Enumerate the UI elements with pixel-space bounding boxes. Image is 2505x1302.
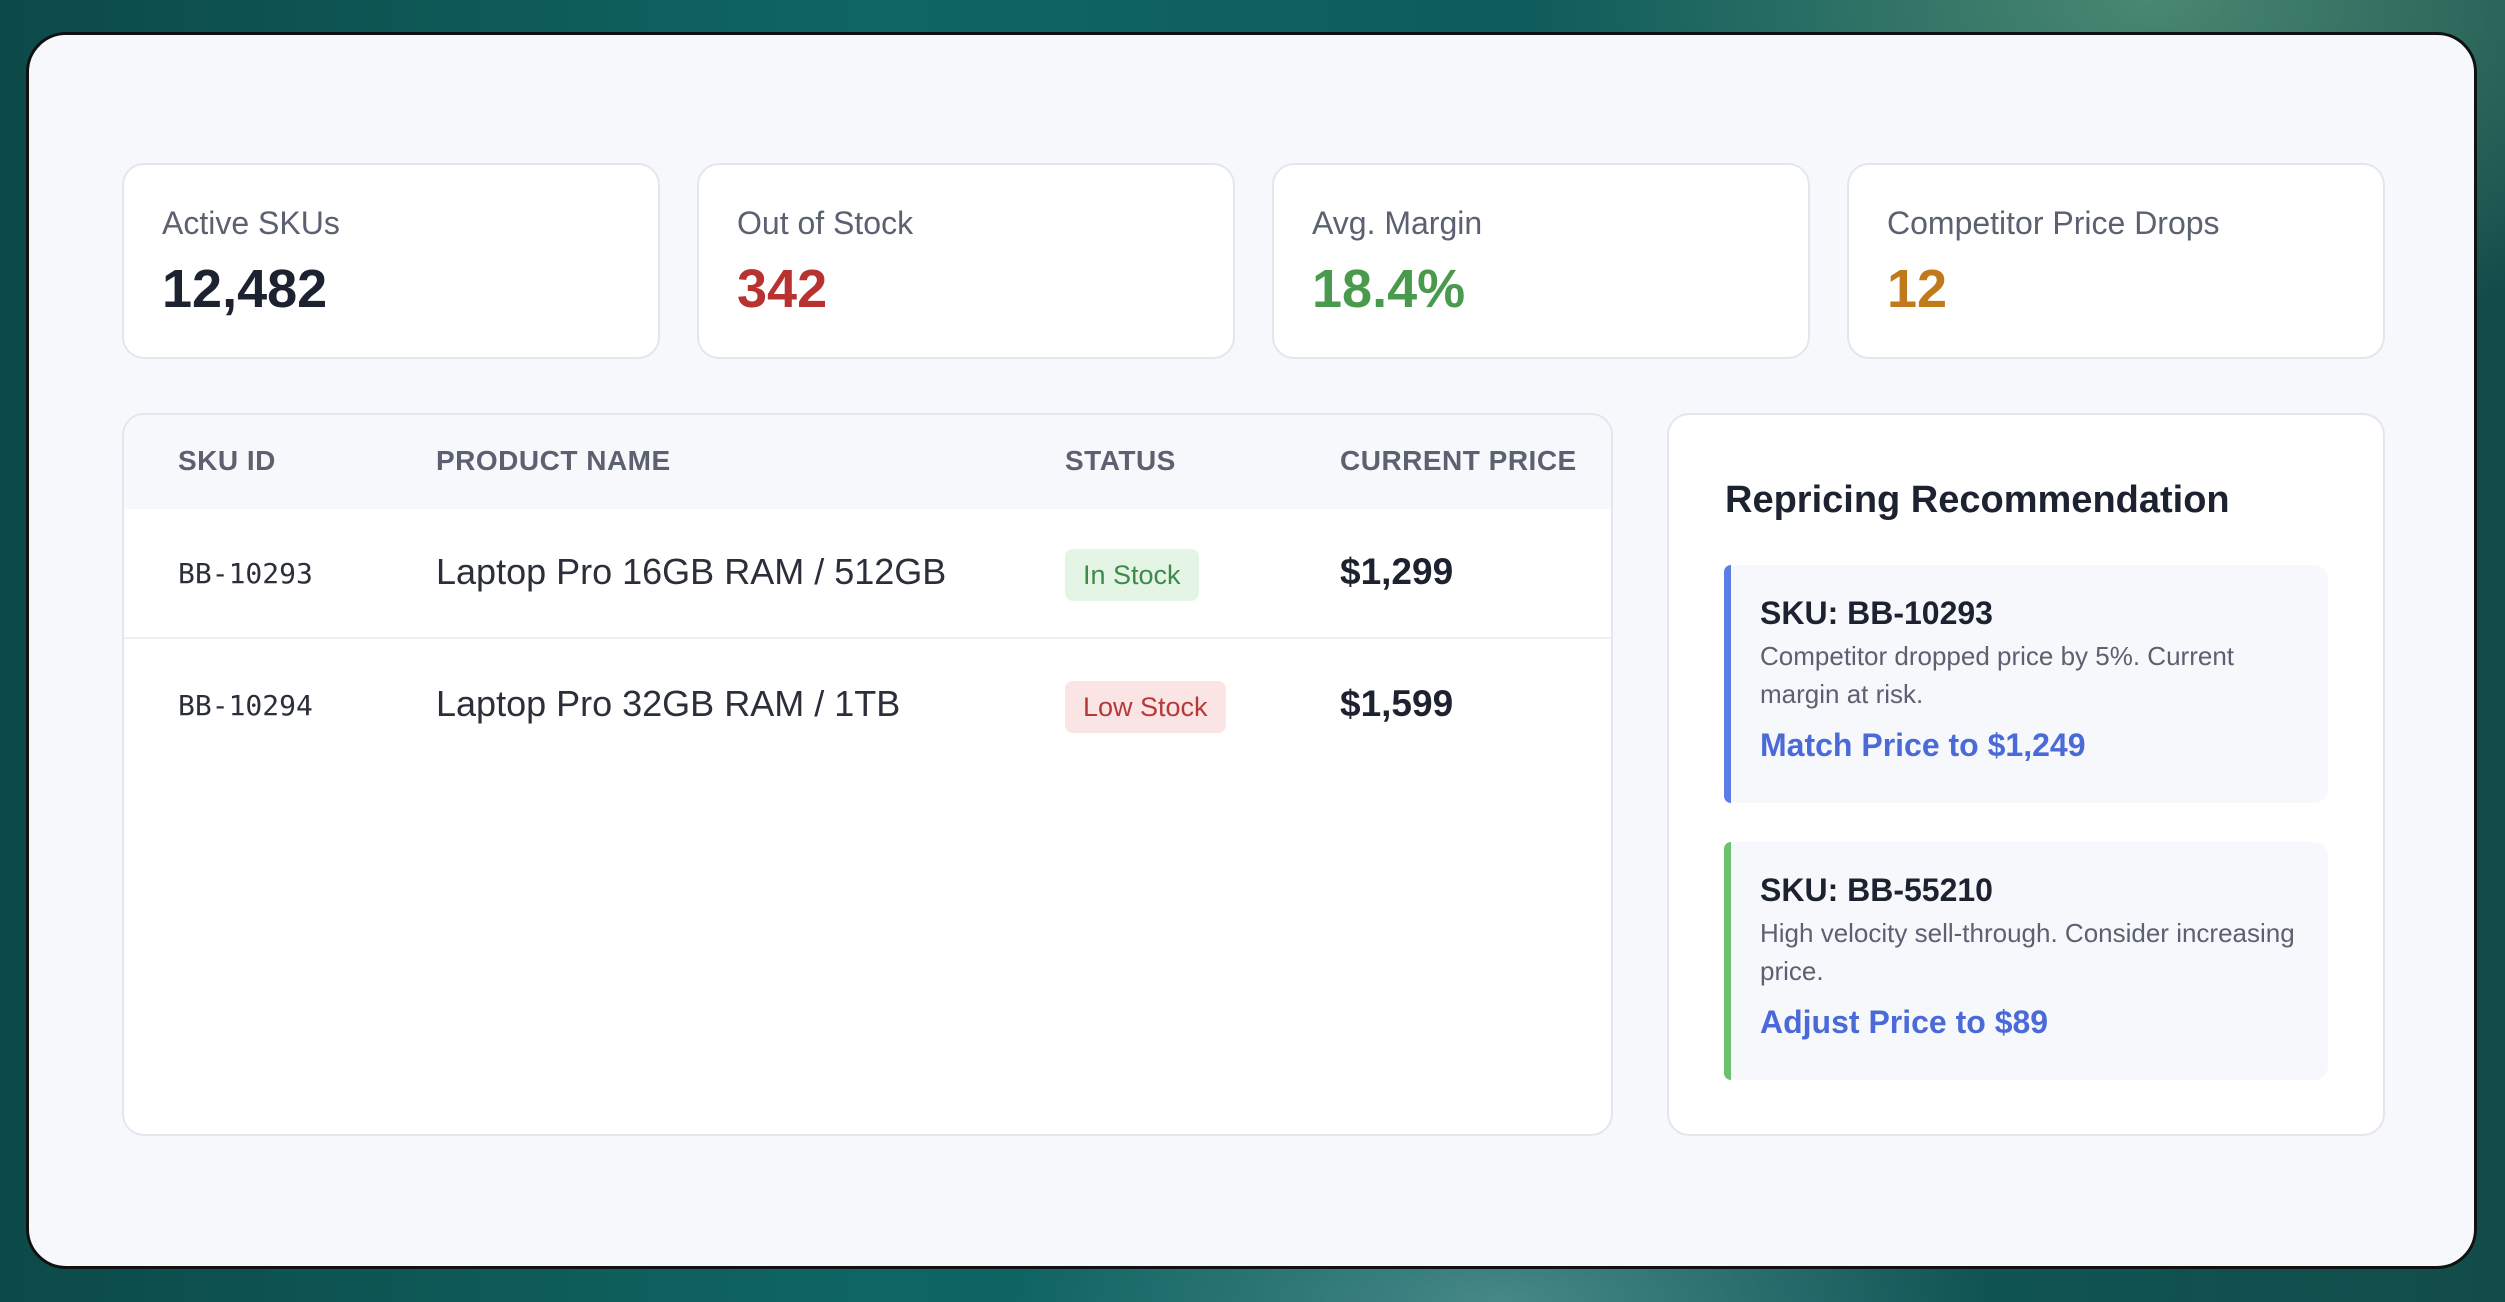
status-badge: In Stock — [1065, 549, 1199, 601]
kpi-competitor-price-drops: Competitor Price Drops 12 — [1847, 163, 2385, 359]
product-name-cell: Laptop Pro 16GB RAM / 512GB — [436, 551, 947, 592]
status-badge: Low Stock — [1065, 681, 1226, 733]
recommendation-title: Repricing Recommendation — [1725, 479, 2230, 521]
kpi-value: 18.4% — [1312, 259, 1466, 319]
sku-id-cell: BB-10293 — [178, 557, 313, 590]
adjust-price-button[interactable]: Adjust Price to $89 — [1760, 1004, 2049, 1040]
kpi-label: Competitor Price Drops — [1887, 205, 2220, 241]
recommendation-description: Competitor dropped price by 5%. Current … — [1760, 641, 2235, 709]
kpi-out-of-stock: Out of Stock 342 — [697, 163, 1235, 359]
dashboard-panel: Active SKUs 12,482 Out of Stock 342 Avg.… — [26, 32, 2477, 1269]
kpi-avg-margin: Avg. Margin 18.4% — [1272, 163, 1810, 359]
match-price-button[interactable]: Match Price to $1,249 — [1760, 727, 2086, 763]
kpi-value: 12 — [1887, 259, 1948, 319]
price-cell: $1,299 — [1340, 551, 1454, 592]
product-name-cell: Laptop Pro 32GB RAM / 1TB — [436, 683, 901, 724]
kpi-label: Active SKUs — [162, 205, 340, 241]
kpi-label: Avg. Margin — [1312, 205, 1483, 241]
kpi-value: 12,482 — [162, 259, 328, 319]
kpi-row: Active SKUs 12,482 Out of Stock 342 Avg.… — [122, 163, 2385, 359]
recommendation-item: SKU: BB-55210 High velocity sell-through… — [1724, 842, 2328, 1080]
column-header-sku-id[interactable]: SKU ID — [178, 445, 276, 476]
recommendation-sku: SKU: BB-10293 — [1760, 595, 1993, 631]
kpi-value: 342 — [737, 259, 828, 319]
column-header-status[interactable]: STATUS — [1065, 445, 1176, 476]
table-header: SKU ID PRODUCT NAME STATUS CURRENT PRICE — [124, 415, 1611, 509]
repricing-recommendation-card: Repricing Recommendation SKU: BB-10293 C… — [1667, 413, 2385, 1136]
kpi-active-skus: Active SKUs 12,482 — [122, 163, 660, 359]
sku-table: SKU ID PRODUCT NAME STATUS CURRENT PRICE… — [122, 413, 1613, 1136]
column-header-product-name[interactable]: PRODUCT NAME — [436, 445, 671, 476]
sku-id-cell: BB-10294 — [178, 689, 313, 722]
recommendation-sku: SKU: BB-55210 — [1760, 872, 1993, 908]
column-header-current-price[interactable]: CURRENT PRICE — [1340, 445, 1577, 476]
recommendation-description: High velocity sell-through. Consider inc… — [1760, 918, 2295, 986]
kpi-label: Out of Stock — [737, 205, 914, 241]
price-cell: $1,599 — [1340, 683, 1454, 724]
table-row[interactable]: BB-10294 Laptop Pro 32GB RAM / 1TB Low S… — [124, 641, 1611, 771]
recommendation-item: SKU: BB-10293 Competitor dropped price b… — [1724, 565, 2328, 803]
table-row[interactable]: BB-10293 Laptop Pro 16GB RAM / 512GB In … — [124, 509, 1611, 639]
